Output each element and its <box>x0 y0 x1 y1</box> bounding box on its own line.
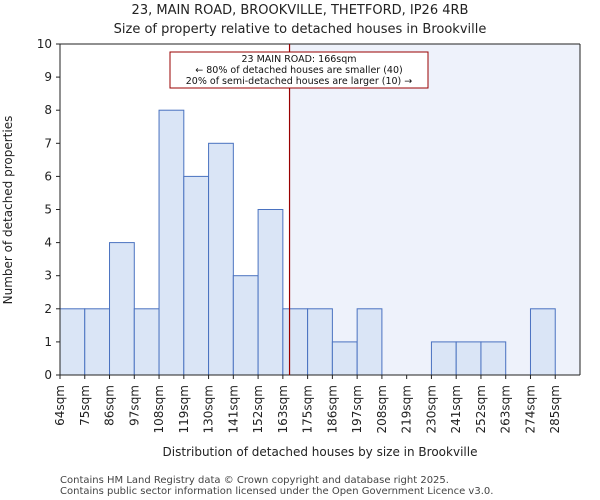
x-tick-label-141sqm: 141sqm <box>226 385 240 433</box>
annotation-line-3: 20% of semi-detached houses are larger (… <box>186 76 413 87</box>
y-tick-label-6: 6 <box>44 169 52 183</box>
x-tick-label-152sqm: 152sqm <box>251 385 265 433</box>
annotation-box <box>169 51 429 89</box>
bar-108sqm <box>158 109 185 376</box>
y-tick-label-4: 4 <box>44 236 52 250</box>
y-tick-label-2: 2 <box>44 302 52 316</box>
x-tick-label-252sqm: 252sqm <box>474 385 488 433</box>
chart-title: 23, MAIN ROAD, BROOKVILLE, THETFORD, IP2… <box>132 3 469 18</box>
bar-64sqm <box>59 308 86 376</box>
y-tick-label-1: 1 <box>44 335 52 349</box>
x-tick-label-197sqm: 197sqm <box>350 385 364 433</box>
x-tick-label-285sqm: 285sqm <box>548 385 562 433</box>
bar-230sqm <box>430 341 457 376</box>
bar-97sqm <box>133 308 160 376</box>
bar-75sqm <box>84 308 111 376</box>
x-tick-label-163sqm: 163sqm <box>276 385 290 433</box>
x-tick-label-108sqm: 108sqm <box>152 385 166 433</box>
footer-line-1: Contains HM Land Registry data © Crown c… <box>60 475 449 486</box>
y-tick-label-9: 9 <box>44 70 52 84</box>
y-tick-label-0: 0 <box>44 368 52 382</box>
x-tick-label-208sqm: 208sqm <box>375 385 389 433</box>
x-tick-label-219sqm: 219sqm <box>400 385 414 433</box>
y-tick-label-8: 8 <box>44 103 52 117</box>
x-tick-label-86sqm: 86sqm <box>103 385 117 426</box>
x-tick-label-119sqm: 119sqm <box>177 385 191 433</box>
x-tick-label-97sqm: 97sqm <box>127 385 141 426</box>
bar-86sqm <box>109 242 135 376</box>
footer-line-2: Contains public sector information licen… <box>60 486 493 497</box>
bar-130sqm <box>208 142 234 376</box>
x-tick-label-230sqm: 230sqm <box>424 385 438 433</box>
annotation-line-2: ← 80% of detached houses are smaller (40… <box>195 65 402 76</box>
y-axis-label: Number of detached properties <box>1 116 15 305</box>
x-tick-label-263sqm: 263sqm <box>499 385 513 433</box>
bar-252sqm <box>480 341 507 376</box>
x-tick-label-75sqm: 75sqm <box>78 385 92 426</box>
x-tick-label-186sqm: 186sqm <box>325 385 339 433</box>
plot-area: 0 1 2 3 4 5 6 7 8 9 10 64sqm 75sqm 86sqm 97sqm 108sqm 11… <box>37 37 581 433</box>
bar-163sqm <box>282 308 309 376</box>
bar-119sqm <box>183 175 210 376</box>
bar-186sqm <box>331 341 358 376</box>
y-tick-label-3: 3 <box>44 269 52 283</box>
bar-175sqm <box>307 308 333 376</box>
bar-197sqm <box>356 308 383 376</box>
bar-141sqm <box>232 275 259 376</box>
chart-subtitle: Size of property relative to detached ho… <box>114 22 487 37</box>
annotation-line-1: 23 MAIN ROAD: 166sqm <box>241 54 356 65</box>
bar-241sqm <box>455 341 482 376</box>
bar-274sqm <box>529 308 556 376</box>
y-tick-label-5: 5 <box>44 203 52 217</box>
y-tick-label-7: 7 <box>44 136 52 150</box>
x-tick-label-175sqm: 175sqm <box>301 385 315 433</box>
x-tick-label-130sqm: 130sqm <box>202 385 216 433</box>
x-tick-label-274sqm: 274sqm <box>523 385 537 433</box>
x-axis-label: Distribution of detached houses by size … <box>163 445 478 459</box>
x-tick-label-241sqm: 241sqm <box>449 385 463 433</box>
x-tick-label-64sqm: 64sqm <box>53 385 67 426</box>
y-tick-label-10: 10 <box>37 37 52 51</box>
bar-152sqm <box>257 209 284 376</box>
